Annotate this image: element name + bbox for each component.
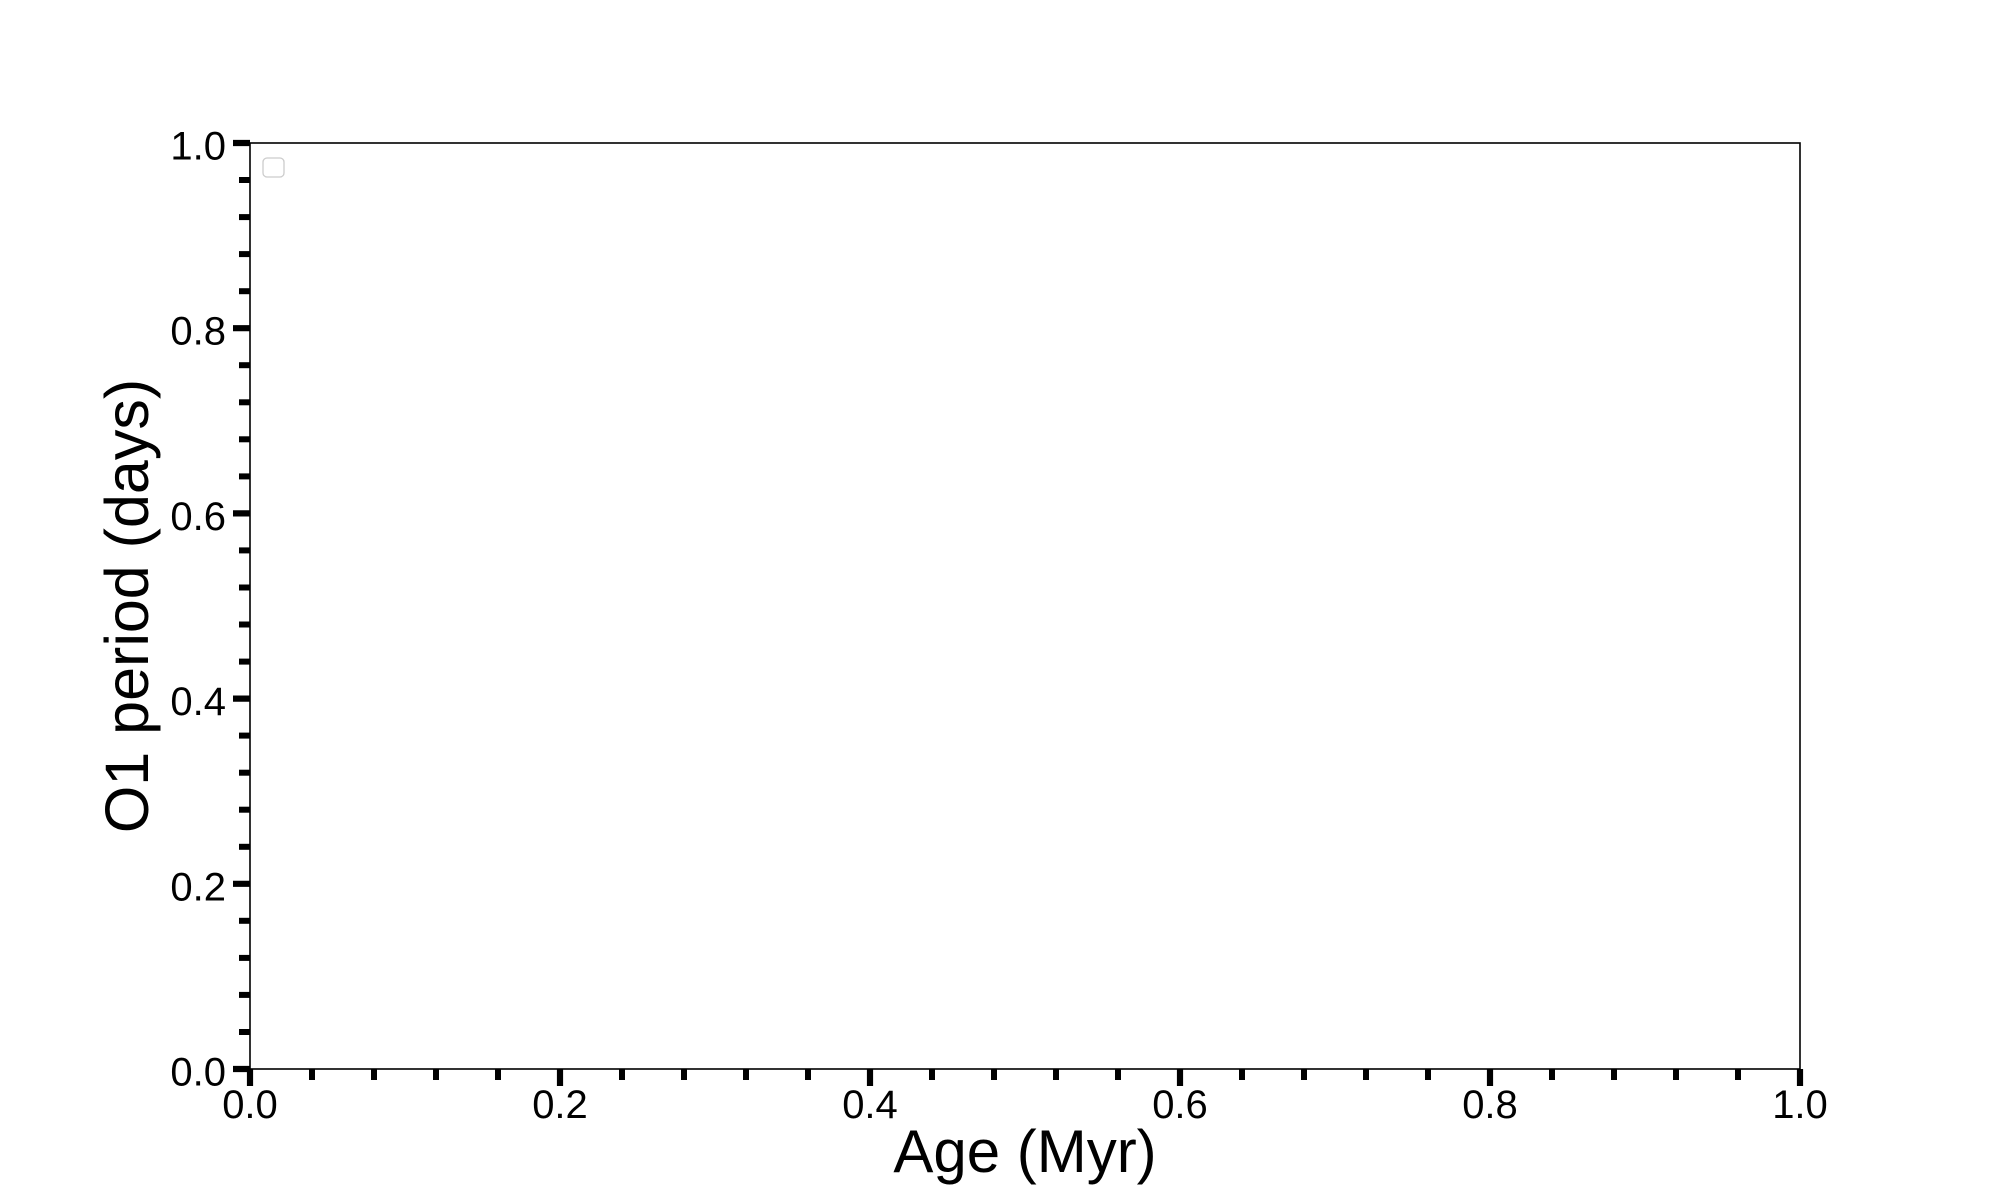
svg-text:0.2: 0.2 — [532, 1083, 588, 1127]
svg-text:1.0: 1.0 — [170, 125, 226, 169]
svg-text:0.8: 0.8 — [170, 310, 226, 354]
svg-text:1.0: 1.0 — [1772, 1083, 1828, 1127]
svg-text:0.4: 0.4 — [170, 680, 226, 724]
svg-text:0.8: 0.8 — [1462, 1083, 1518, 1127]
svg-text:0.4: 0.4 — [842, 1083, 898, 1127]
svg-text:0.2: 0.2 — [170, 865, 226, 909]
svg-text:0.6: 0.6 — [1152, 1083, 1208, 1127]
svg-text:0.0: 0.0 — [170, 1051, 226, 1095]
svg-text:Age (Myr): Age (Myr) — [893, 1118, 1156, 1185]
svg-text:O1 period (days): O1 period (days) — [93, 379, 161, 833]
svg-text:0.0: 0.0 — [222, 1083, 278, 1127]
svg-text:0.6: 0.6 — [170, 495, 226, 539]
